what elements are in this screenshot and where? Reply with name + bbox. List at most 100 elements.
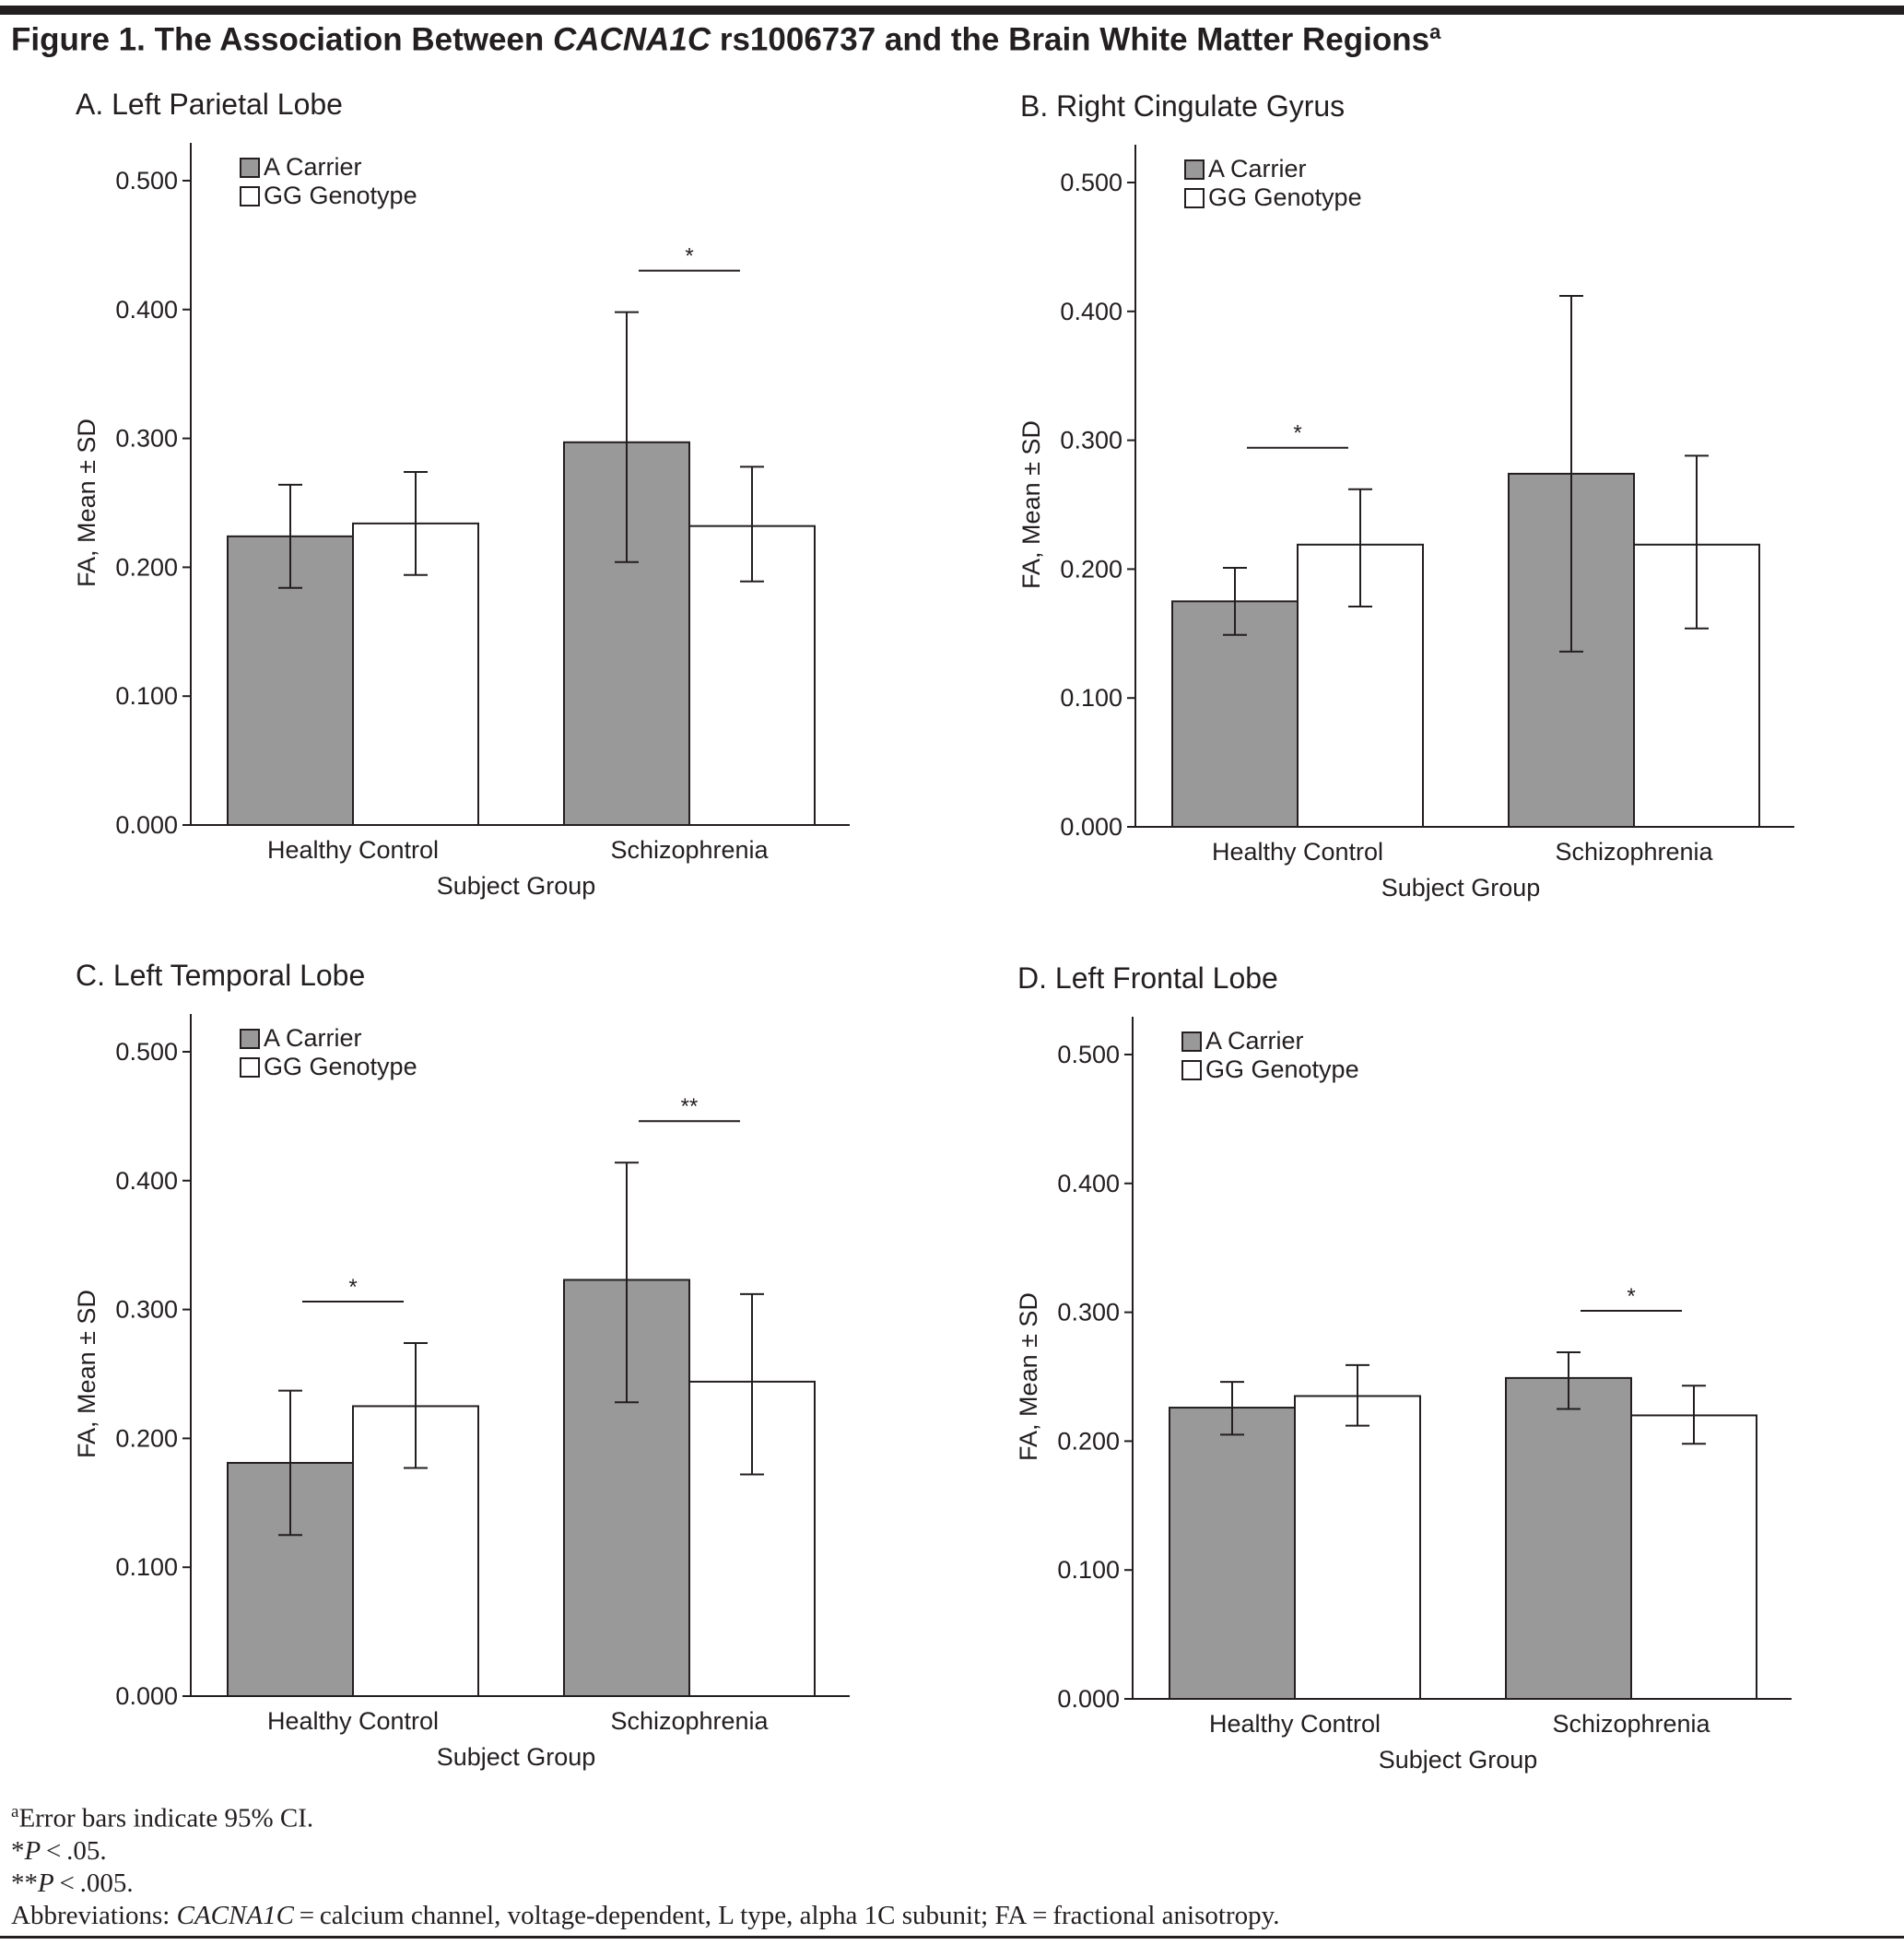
bar (1294, 1395, 1421, 1700)
footnote-p05-p: P (24, 1835, 41, 1866)
y-axis-title: FA, Mean ± SD (73, 1290, 100, 1458)
footnote-p005: **P < .005. (11, 1868, 1279, 1900)
chart-svg: D. Left Frontal Lobe 0.000 0.100 0.200 0.300… (1015, 961, 1792, 1774)
bar (1171, 600, 1299, 828)
legend-label-a-carrier: A Carrier (1205, 1027, 1304, 1055)
y-tick-label: 0.200 (1057, 1427, 1120, 1455)
x-axis-title: Subject Group (437, 872, 596, 900)
footnote-p005-rest: < .005. (53, 1868, 134, 1898)
footnote-p05: *P < .05. (11, 1835, 1279, 1868)
y-tick-label: 0.100 (115, 682, 178, 710)
x-category-label: Healthy Control (267, 836, 439, 864)
legend-swatch-gg-genotype (1184, 188, 1205, 208)
significance-marker: * (1293, 421, 1301, 446)
y-tick-label: 0.200 (115, 1424, 178, 1452)
y-axis-title: FA, Mean ± SD (1015, 1292, 1042, 1461)
y-tick-label: 0.000 (1057, 1685, 1120, 1713)
y-tick-label: 0.200 (1060, 555, 1122, 583)
y-tick-label: 0.500 (115, 1038, 178, 1066)
legend-label-gg-genotype: GG Genotype (264, 182, 417, 209)
y-tick-label: 0.300 (1057, 1299, 1120, 1326)
legend-label-gg-genotype: GG Genotype (1208, 183, 1362, 211)
chart-svg: B. Right Cingulate Gyrus 0.000 0.100 0.200 0… (1017, 89, 1794, 902)
abbrev-prefix: Abbreviations: (11, 1900, 177, 1930)
y-tick-label: 0.100 (115, 1553, 178, 1581)
y-tick-label: 0.500 (1060, 169, 1122, 196)
y-tick-label: 0.000 (115, 1682, 178, 1710)
y-axis-title: FA, Mean ± SD (73, 418, 100, 587)
footnote-p05-rest: < .05. (41, 1835, 107, 1866)
abbrev-gene: CACNA1C (176, 1900, 294, 1930)
y-tick-label: 0.000 (1060, 813, 1122, 841)
significance-marker: * (685, 244, 693, 269)
panel-b-right-cingulate-gyrus: B. Right Cingulate Gyrus 0.000 0.100 0.200 0… (945, 2, 1866, 902)
panel-d-left-frontal-lobe: D. Left Frontal Lobe 0.000 0.100 0.200 0.300… (942, 874, 1863, 1774)
title-gene: CACNA1C (553, 21, 711, 58)
panel-title: D. Left Frontal Lobe (1017, 961, 1278, 995)
top-rule (0, 6, 1904, 15)
footnote-abbreviations: Abbreviations: CACNA1C = calcium channel… (11, 1900, 1279, 1932)
title-prefix: Figure 1. The Association Between (11, 21, 553, 58)
figure-title: Figure 1. The Association Between CACNA1… (11, 20, 1440, 59)
x-category-label: Schizophrenia (610, 1707, 769, 1735)
y-tick-label: 0.300 (115, 1296, 178, 1324)
y-tick-label: 0.000 (115, 811, 178, 839)
bar (1169, 1407, 1296, 1700)
panel-a-left-parietal-lobe: A. Left Parietal Lobe 0.000 0.100 0.200 0.30… (0, 0, 922, 900)
legend-swatch-gg-genotype (240, 186, 260, 206)
footnote-p05-stars: * (11, 1835, 25, 1866)
legend-label-gg-genotype: GG Genotype (264, 1053, 417, 1080)
legend-label-a-carrier: A Carrier (1208, 155, 1307, 183)
y-axis-title: FA, Mean ± SD (1017, 420, 1045, 589)
legend-label-a-carrier: A Carrier (264, 153, 362, 181)
y-tick-label: 0.400 (1057, 1170, 1120, 1197)
y-tick-label: 0.100 (1057, 1556, 1120, 1584)
x-category-label: Schizophrenia (1555, 838, 1713, 866)
legend-label-gg-genotype: GG Genotype (1205, 1055, 1359, 1083)
legend-swatch-a-carrier (1184, 159, 1205, 180)
x-axis-title: Subject Group (437, 1743, 596, 1771)
y-tick-label: 0.400 (115, 296, 178, 324)
panel-title: B. Right Cingulate Gyrus (1020, 89, 1345, 123)
bar (1505, 1376, 1632, 1700)
chart-svg: C. Left Temporal Lobe 0.000 0.100 0.200 0.30… (73, 959, 850, 1771)
x-axis-title: Subject Group (1381, 874, 1541, 902)
y-tick-label: 0.300 (115, 425, 178, 453)
panel-title: A. Left Parietal Lobe (76, 88, 343, 121)
title-superscript: a (1429, 20, 1441, 43)
panel-title: C. Left Temporal Lobe (76, 959, 365, 992)
significance-marker: ** (681, 1094, 699, 1119)
footnote-a-marker: a (11, 1802, 19, 1821)
abbrev-rest: = calcium channel, voltage-dependent, L … (293, 1900, 1280, 1930)
x-axis-title: Subject Group (1379, 1746, 1538, 1774)
footnote-a: aError bars indicate 95% CI. (11, 1796, 1279, 1835)
y-tick-label: 0.500 (115, 167, 178, 194)
title-suffix: rs1006737 and the Brain White Matter Reg… (711, 21, 1430, 58)
footnotes: aError bars indicate 95% CI. *P < .05. *… (11, 1796, 1279, 1932)
x-category-label: Schizophrenia (610, 836, 769, 864)
x-category-label: Schizophrenia (1552, 1710, 1710, 1738)
y-tick-label: 0.400 (115, 1167, 178, 1195)
legend-swatch-a-carrier (240, 158, 260, 178)
x-category-label: Healthy Control (1209, 1710, 1381, 1738)
significance-marker: * (348, 1275, 357, 1300)
legend-label-a-carrier: A Carrier (264, 1024, 362, 1052)
footnote-p005-p: P (38, 1868, 54, 1898)
legend-swatch-gg-genotype (1181, 1060, 1202, 1080)
y-tick-label: 0.500 (1057, 1041, 1120, 1068)
footnote-p005-stars: ** (11, 1868, 38, 1898)
bar (1630, 1414, 1757, 1700)
x-category-label: Healthy Control (267, 1707, 439, 1735)
legend-swatch-gg-genotype (240, 1057, 260, 1078)
y-tick-label: 0.200 (115, 553, 178, 581)
bottom-rule (0, 1936, 1904, 1939)
legend-swatch-a-carrier (1181, 1031, 1202, 1052)
significance-marker: * (1627, 1284, 1635, 1309)
y-tick-label: 0.400 (1060, 298, 1122, 325)
footnote-a-text: Error bars indicate 95% CI. (18, 1803, 314, 1833)
panel-c-left-temporal-lobe: C. Left Temporal Lobe 0.000 0.100 0.200 0.30… (0, 871, 922, 1771)
x-category-label: Healthy Control (1212, 838, 1383, 866)
legend-swatch-a-carrier (240, 1029, 260, 1049)
y-tick-label: 0.300 (1060, 427, 1122, 454)
chart-svg: A. Left Parietal Lobe 0.000 0.100 0.200 0.30… (73, 88, 850, 900)
